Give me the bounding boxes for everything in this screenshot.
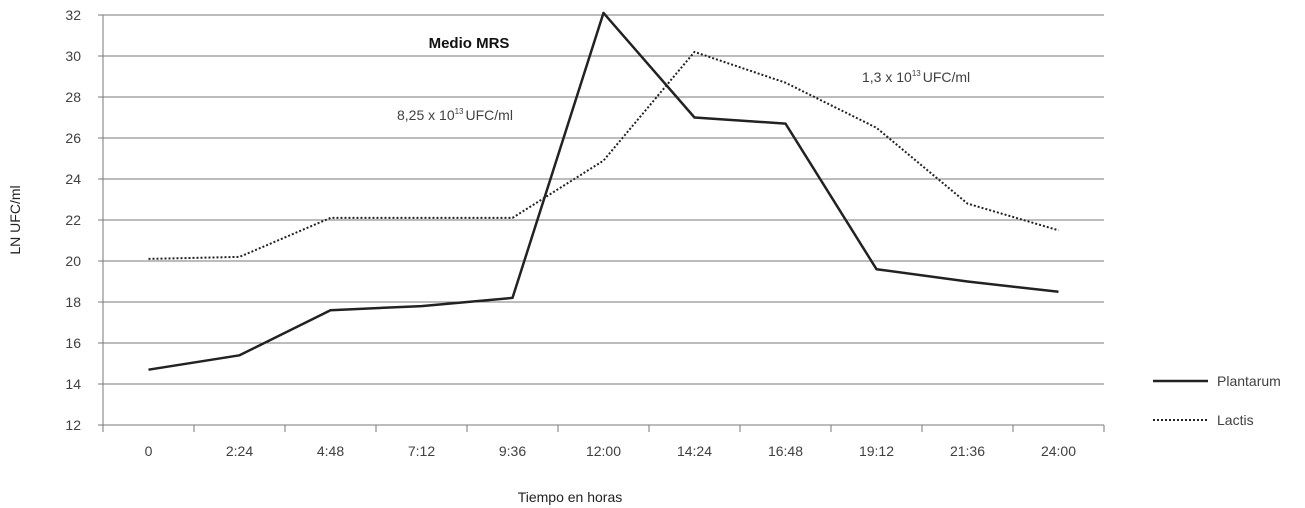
x-tick-label: 9:36 (499, 443, 526, 459)
series-lines (148, 11, 1059, 371)
x-tick-label: 4:48 (317, 443, 344, 459)
x-tick-label: 14:24 (677, 443, 712, 459)
series-line-plantarum (148, 11, 1059, 371)
y-tick-label: 14 (65, 376, 81, 392)
legend: Plantarum Lactis (1153, 373, 1281, 428)
y-tick-label: 16 (65, 335, 81, 351)
legend-label-lactis: Lactis (1217, 412, 1254, 428)
x-axis: 0 2:24 4:48 7:12 9:36 12:00 14:24 16:48 19:12 21:… (102, 15, 1105, 459)
series-line-lactis (148, 50, 1059, 260)
y-axis-title: LN UFC/ml (7, 185, 23, 254)
annotation-plantarum: 8,25 x 1013 UFC/ml (397, 107, 513, 123)
x-tick-label: 19:12 (859, 443, 894, 459)
x-tick-label: 7:12 (408, 443, 435, 459)
grid-lines (103, 14, 1104, 426)
x-tick-label: 0 (145, 443, 153, 459)
legend-label-plantarum: Plantarum (1217, 373, 1281, 389)
y-tick-label: 22 (65, 212, 81, 228)
x-tick-label: 24:00 (1041, 443, 1076, 459)
y-tick-label: 28 (65, 89, 81, 105)
annotation-lactis-exponent: 13 (912, 69, 921, 78)
y-tick-label: 12 (65, 417, 81, 433)
annotation-lactis: 1,3 x 1013 UFC/ml (862, 69, 970, 85)
x-tick-label: 21:36 (950, 443, 985, 459)
annotation-plantarum-unit: UFC/ml (466, 107, 513, 123)
y-tick-label: 24 (65, 171, 81, 187)
x-axis-title: Tiempo en horas (518, 489, 623, 505)
y-tick-label: 30 (65, 48, 81, 64)
annotation-lactis-unit: UFC/ml (923, 69, 970, 85)
y-tick-label: 20 (65, 253, 81, 269)
annotation-plantarum-base: 8,25 x 10 (397, 107, 455, 123)
y-axis-ticks: 12 14 16 18 20 22 24 26 28 30 32 (65, 7, 103, 433)
annotation-plantarum-exponent: 13 (455, 107, 464, 116)
y-tick-label: 18 (65, 294, 81, 310)
annotation-lactis-base: 1,3 x 10 (862, 69, 912, 85)
x-tick-label: 2:24 (226, 443, 253, 459)
y-tick-label: 26 (65, 130, 81, 146)
x-tick-label: 16:48 (768, 443, 803, 459)
x-tick-label: 12:00 (586, 443, 621, 459)
y-tick-label: 32 (65, 7, 81, 23)
chart-title: Medio MRS (429, 35, 510, 52)
